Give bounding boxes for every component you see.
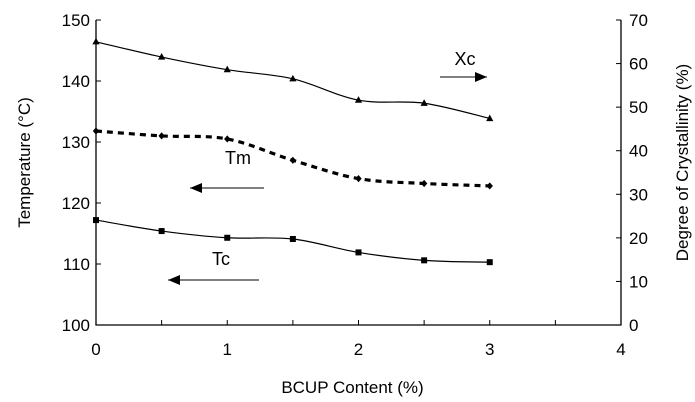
data-point-xc	[354, 96, 363, 103]
data-point-xc	[92, 37, 100, 45]
data-point-tc	[93, 217, 99, 224]
annotation-label-xc: Xc	[454, 49, 475, 69]
data-point-tc	[486, 259, 493, 266]
annotation-arrowhead-tm	[190, 183, 202, 193]
data-point-tc	[158, 228, 165, 235]
data-point-tc	[421, 257, 428, 264]
data-point-xc	[158, 53, 166, 60]
x-tick-label: 4	[616, 340, 625, 359]
y-right-tick-label: 0	[629, 316, 638, 335]
tick-labels: 100 110 120 130 140 150 0 10 20 30 40 50 60 70 0 1 2 3 4	[62, 11, 648, 359]
x-axis-label: BCUP Content (%)	[281, 378, 423, 397]
y-right-tick-label: 50	[629, 98, 648, 117]
y-left-tick-label: 130	[62, 133, 90, 152]
data-point-tm	[486, 182, 493, 190]
data-point-tm	[92, 127, 100, 135]
data-point-tc	[224, 234, 231, 241]
y-right-tick-label: 10	[629, 272, 648, 291]
y-right-tick-label: 40	[629, 142, 648, 161]
y-left-tick-label: 140	[62, 72, 90, 91]
data-point-tm	[420, 179, 428, 188]
annotation-label-tc: Tc	[212, 249, 230, 269]
data-point-tm	[355, 175, 362, 183]
data-point-xc	[289, 74, 297, 82]
y-right-tick-label: 70	[629, 11, 648, 30]
axes	[95, 19, 622, 326]
data-point-xc	[420, 99, 428, 106]
data-point-tm	[224, 135, 231, 143]
data-point-xc	[486, 114, 494, 122]
annotation-label-tm: Tm	[225, 148, 251, 168]
y-right-tick-label: 20	[629, 229, 648, 248]
annotation-arrowhead-tc	[168, 275, 180, 285]
x-tick-label: 2	[354, 340, 363, 359]
x-tick-label: 1	[223, 340, 232, 359]
data-point-tc	[355, 249, 362, 256]
data-point-tm	[289, 156, 297, 164]
y-axis-right-label: Degree of Crystallinity (%)	[673, 64, 692, 261]
y-left-tick-label: 110	[63, 255, 90, 274]
y-left-tick-label: 120	[62, 194, 90, 213]
series-layer	[92, 37, 494, 266]
y-left-tick-label: 150	[62, 11, 90, 30]
x-tick-label: 0	[91, 340, 100, 359]
y-right-tick-label: 60	[629, 55, 648, 74]
data-point-tm	[158, 132, 165, 140]
annotation-arrowhead-xc	[475, 72, 487, 82]
data-point-xc	[223, 65, 231, 73]
annotations: Xc Tm Tc	[168, 49, 487, 285]
data-point-tc	[289, 235, 296, 242]
y-left-tick-label: 100	[62, 316, 90, 335]
y-right-tick-label: 30	[629, 185, 648, 204]
y-axis-left-label: Temperature (°C)	[15, 97, 34, 228]
x-tick-label: 3	[485, 340, 494, 359]
